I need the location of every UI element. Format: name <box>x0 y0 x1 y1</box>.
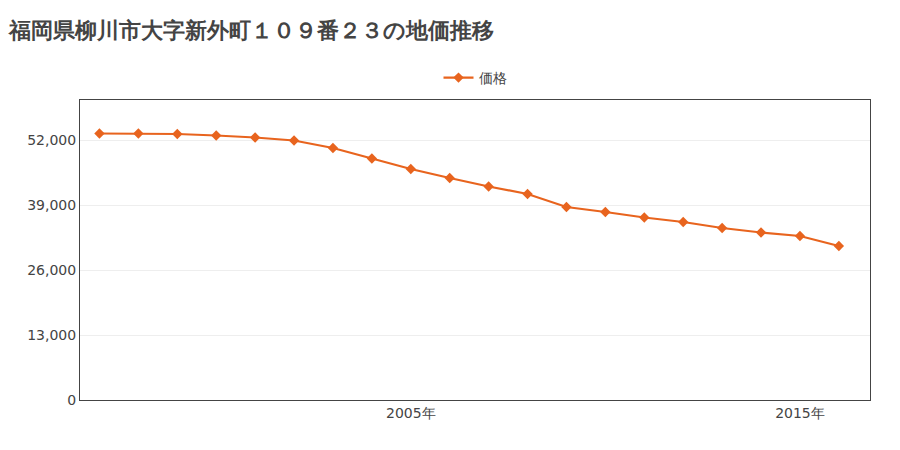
svg-text:2015年: 2015年 <box>775 405 825 421</box>
svg-text:26,000: 26,000 <box>27 262 76 278</box>
svg-text:2005年: 2005年 <box>386 405 436 421</box>
svg-text:39,000: 39,000 <box>27 197 76 213</box>
svg-text:福岡県柳川市大字新外町１０９番２３の地価推移: 福岡県柳川市大字新外町１０９番２３の地価推移 <box>8 18 494 43</box>
svg-text:価格: 価格 <box>479 70 507 86</box>
svg-text:52,000: 52,000 <box>27 132 76 148</box>
svg-text:13,000: 13,000 <box>27 327 76 343</box>
svg-text:0: 0 <box>67 392 76 408</box>
